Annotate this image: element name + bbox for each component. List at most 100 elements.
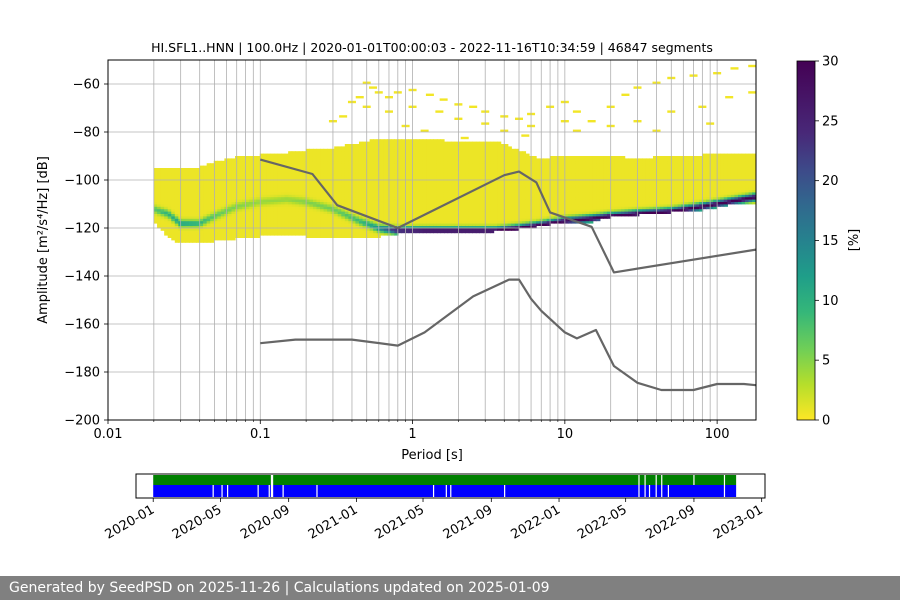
heatmap-cell	[645, 158, 651, 162]
heatmap-cell	[203, 223, 208, 226]
heatmap-cell	[536, 194, 541, 198]
heatmap-cell	[390, 153, 395, 157]
heatmap-cell	[507, 177, 512, 181]
heatmap-cell	[592, 216, 597, 219]
heatmap-cell	[277, 230, 282, 234]
heatmap-cell	[532, 175, 537, 178]
heatmap-cell	[305, 220, 310, 224]
heatmap-cell	[238, 156, 243, 159]
heatmap-cell	[291, 158, 296, 162]
heatmap-cell	[373, 223, 378, 226]
heatmap-cell	[390, 206, 395, 210]
heatmap-cell	[451, 160, 456, 164]
heatmap-cell	[192, 240, 197, 243]
heatmap-cell	[486, 225, 491, 229]
heatmap-cell	[312, 182, 318, 186]
heatmap-cell	[429, 163, 434, 166]
heatmap-cell	[628, 194, 633, 198]
heatmap-cell	[475, 148, 481, 152]
heatmap-cell	[369, 218, 374, 222]
heatmap-cell	[557, 165, 562, 169]
heatmap-cell	[606, 213, 612, 217]
heatmap-cell	[220, 199, 225, 202]
heatmap-cell	[465, 230, 470, 234]
heatmap-cell	[575, 165, 580, 169]
heatmap-cell	[196, 199, 201, 202]
heatmap-cell	[603, 182, 608, 186]
heatmap-cell	[497, 158, 502, 162]
heatmap-cell	[295, 216, 300, 219]
heatmap-cell	[603, 177, 608, 181]
heatmap-cell	[557, 206, 562, 210]
heatmap-cell	[564, 211, 569, 214]
heatmap-cell	[387, 218, 392, 222]
heatmap-cell	[295, 189, 300, 193]
heatmap-cell	[259, 163, 264, 166]
heatmap-cell	[355, 232, 360, 236]
heatmap-cell	[408, 225, 413, 229]
heatmap-cell	[429, 204, 434, 207]
heatmap-cell	[273, 170, 279, 174]
heatmap-cell	[472, 141, 477, 145]
heatmap-cell	[185, 220, 190, 224]
heatmap-cell	[210, 223, 215, 226]
heatmap-cell	[298, 192, 303, 195]
heatmap-cell	[390, 168, 395, 171]
heatmap-cell	[305, 216, 310, 219]
heatmap-cell	[206, 182, 211, 186]
heatmap-cell	[422, 223, 427, 226]
heatmap-cell	[288, 172, 293, 176]
heatmap-cell	[358, 187, 364, 190]
heatmap-cell	[468, 216, 473, 219]
heatmap-cell	[408, 139, 413, 142]
heatmap-cell	[433, 192, 438, 195]
heatmap-cell	[532, 211, 537, 214]
heatmap-cell	[465, 148, 470, 152]
heatmap-cell	[426, 218, 431, 222]
heatmap-cell	[553, 182, 558, 186]
heatmap-cell	[362, 208, 367, 212]
heatmap-cell	[380, 192, 385, 195]
heatmap-cell	[245, 225, 250, 229]
heatmap-cell	[252, 187, 257, 190]
heatmap-cell	[642, 206, 647, 210]
heatmap-cell	[670, 175, 675, 178]
heatmap-cell	[366, 204, 371, 207]
heatmap-cell	[302, 208, 307, 212]
heatmap-cell	[546, 175, 551, 178]
heatmap-cell	[323, 182, 328, 186]
heatmap-cell	[394, 216, 399, 219]
heatmap-cell	[305, 156, 310, 159]
heatmap-cell	[210, 168, 215, 171]
heatmap-cell	[475, 168, 481, 171]
heatmap-cell	[585, 165, 590, 169]
heatmap-cell	[181, 182, 187, 186]
heatmap-cell	[206, 213, 211, 217]
heatmap-cell	[436, 180, 442, 183]
heatmap-cell	[652, 175, 658, 178]
heatmap-cell	[412, 160, 417, 164]
heatmap-cell	[419, 146, 424, 150]
heatmap-cell	[479, 177, 484, 181]
heatmap-cell	[217, 235, 222, 238]
heatmap-cell	[397, 141, 403, 145]
heatmap-cell	[302, 204, 307, 207]
heatmap-cell	[614, 168, 619, 171]
heatmap-cell	[443, 182, 449, 186]
heatmap-cell	[543, 211, 548, 214]
heatmap-cell	[536, 160, 541, 164]
heatmap-cell	[553, 206, 558, 210]
heatmap-cell	[596, 168, 601, 171]
heatmap-cell	[362, 141, 367, 145]
heatmap-cell	[277, 165, 282, 169]
heatmap-cell	[589, 175, 594, 178]
heatmap-cell	[288, 192, 293, 195]
heatmap-cell	[447, 192, 452, 195]
heatmap-cell	[220, 230, 225, 234]
heatmap-cell	[390, 213, 395, 217]
heatmap-cell	[337, 148, 342, 152]
heatmap-cell	[440, 180, 445, 183]
heatmap-cell	[160, 196, 165, 200]
heatmap-cell	[210, 228, 215, 231]
heatmap-cell	[270, 187, 275, 190]
